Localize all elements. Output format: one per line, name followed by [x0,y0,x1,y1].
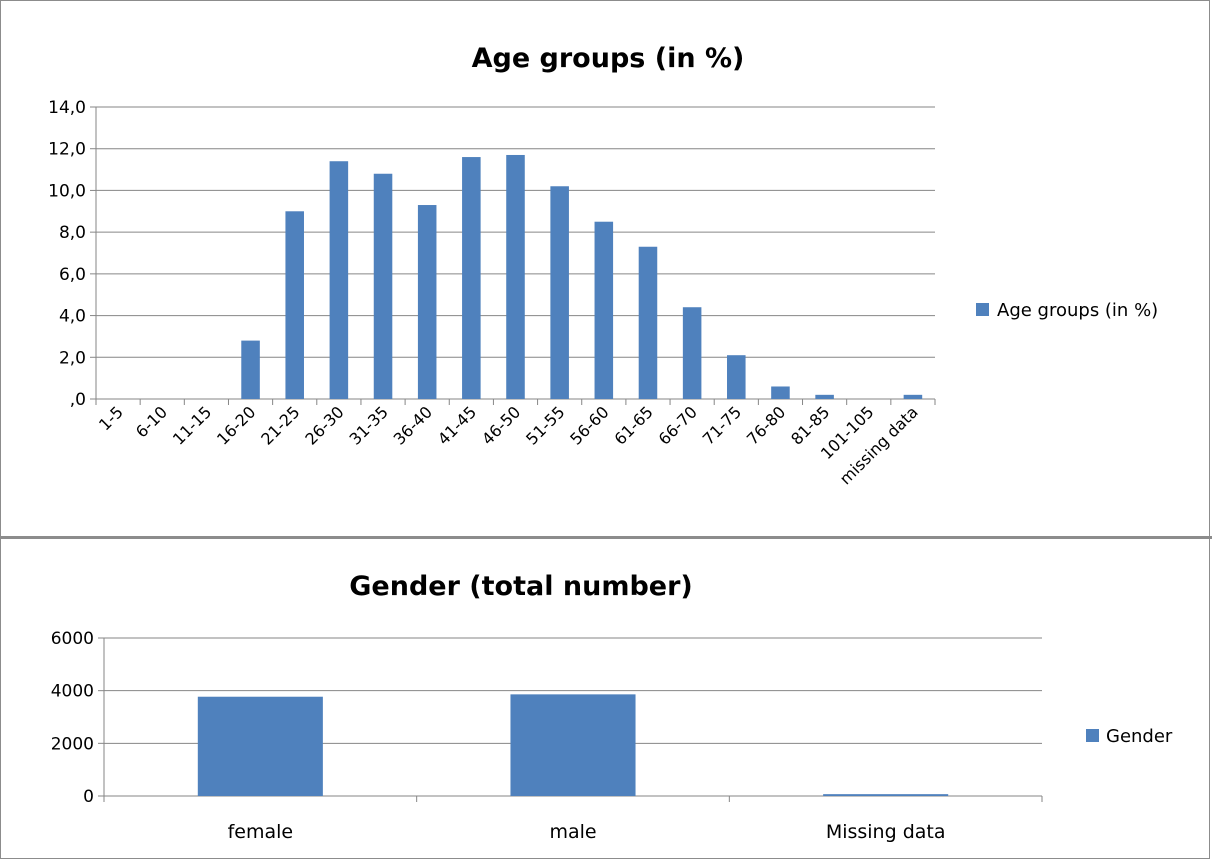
x-tick-label: 11-15 [169,402,215,448]
chart-title: Gender (total number) [349,571,693,602]
bar-26-30 [329,161,349,399]
x-tick-label: 66-70 [655,402,701,448]
y-tick-label: 0 [83,787,94,807]
x-tick-label: 46-50 [478,402,524,448]
x-tick-label: 31-35 [346,402,392,448]
y-tick-label: 10,0 [48,181,86,201]
gender-chart-panel: Gender (total number) 6000 4000 2000 0 fema… [0,538,1210,859]
bar-31-35 [373,173,393,399]
x-tick-label: 51-55 [522,402,568,448]
y-tick-label: 6,0 [59,265,86,285]
bar-36-40 [417,205,437,399]
x-tick-label: 76-80 [743,402,789,448]
x-tick-label: male [549,821,596,843]
y-tick-label: 4000 [51,682,94,702]
x-tick-label: 6-10 [132,402,171,441]
x-tick-label: 71-75 [699,402,745,448]
y-tick-label: 4,0 [59,307,86,327]
age-groups-chart: Age groups (in %) 14,0 12,0 10,0 8,0 6,0 4,0 2… [48,43,1158,488]
y-tick-label: 6000 [51,629,94,649]
legend-label: Gender [1106,726,1173,747]
x-tick-label: 1-5 [95,402,127,434]
x-tick-label: 16-20 [213,402,259,448]
y-tick-label: 14,0 [48,98,86,118]
bar-56-60 [594,221,614,399]
panel-divider [0,536,1212,539]
y-tick-label: 8,0 [59,223,86,243]
age-groups-chart-panel: Age groups (in %) 14,0 12,0 10,0 8,0 6,0 4,0 2… [0,0,1210,537]
y-tick-label: 2000 [51,734,94,754]
bar-missing-data [903,394,923,399]
x-tick-label: female [228,821,294,843]
bar-51-55 [550,186,569,399]
bar-41-45 [462,157,481,399]
bar-female [197,696,323,796]
chart-title: Age groups (in %) [472,43,745,74]
bar-66-70 [682,307,702,399]
x-tick-label: 56-60 [566,402,612,448]
bar-16-20 [241,340,260,399]
legend-swatch [976,303,989,316]
x-tick-label: 61-65 [610,402,656,448]
bar-61-65 [638,246,658,399]
x-tick-label: 26-30 [301,402,347,448]
bar-71-75 [727,355,746,399]
x-tick-label: 36-40 [390,402,436,448]
bar-46-50 [506,154,525,399]
y-tick-label: ,0 [70,390,86,410]
x-tick-label: 21-25 [257,402,303,448]
x-tick-label: missing data [836,402,922,488]
x-tick-label: Missing data [826,821,946,843]
bar-21-25 [285,211,304,399]
legend-swatch [1086,729,1099,742]
y-tick-label: 2,0 [59,348,86,368]
x-tick-label: 41-45 [434,402,480,448]
y-tick-label: 12,0 [48,140,86,160]
gender-chart: Gender (total number) 6000 4000 2000 0 fema… [51,571,1173,843]
bar-male [510,694,636,796]
legend-label: Age groups (in %) [997,300,1158,321]
bar-missing-data [823,794,949,796]
bar-81-85 [815,394,834,399]
bar-76-80 [771,386,790,399]
